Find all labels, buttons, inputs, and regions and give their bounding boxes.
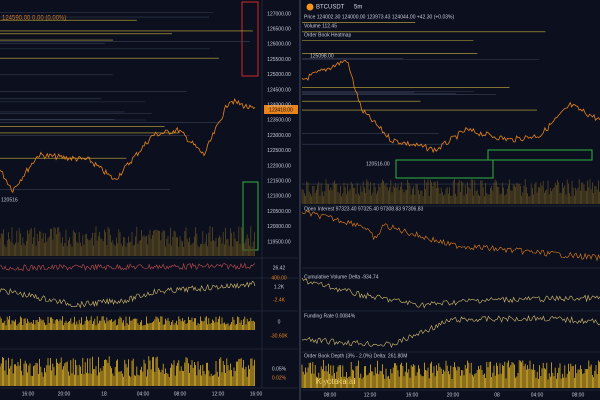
price-line — [0, 98, 256, 194]
time-axis-label: 18 — [101, 391, 107, 397]
indicator-label: 0.05% — [272, 366, 287, 372]
time-axis-label: 04:00 — [531, 392, 544, 398]
price-axis-label: 124000.00 — [267, 103, 291, 109]
price-axis-label: 123500.00 — [267, 118, 291, 124]
price-axis-label: 120500.00 — [267, 209, 291, 215]
funding-title: Funding Rate 0.0084% — [304, 313, 356, 319]
heatmap-title: Order Book Heatmap — [304, 32, 351, 38]
left-marker: 120516 — [1, 197, 18, 203]
coin-icon — [306, 3, 314, 11]
left-header: 124590.00 0.00 (0.00%) — [2, 16, 66, 22]
high-label: 125098.00 — [310, 53, 334, 59]
indicator-label: 0 — [278, 319, 281, 325]
time-axis-label: 16:00 — [406, 392, 419, 398]
price-axis-label: 126000.00 — [267, 42, 291, 48]
time-axis-label: 08 — [494, 392, 500, 398]
price-axis-label: 125500.00 — [267, 57, 291, 63]
indicator-label: 400.00 — [271, 275, 287, 281]
funding-line — [301, 315, 600, 349]
price-axis-label: 126500.00 — [267, 27, 291, 33]
indicator-bars — [0, 316, 255, 330]
indicator-label: -30.60K — [270, 333, 288, 339]
price-axis-label: 119500.00 — [267, 239, 290, 245]
depth-bars — [0, 356, 255, 386]
price-tag: 123418.00 — [269, 107, 293, 113]
price-axis-label: 120000.00 — [267, 224, 291, 230]
time-axis-label: 16:00 — [250, 391, 263, 397]
indicator-label: 0.02% — [272, 375, 287, 381]
price-axis-label: 121000.00 — [267, 194, 291, 200]
symbol: BTCUSDT — [316, 5, 345, 11]
depth-title: Order Book Depth (3% - 2.0%) Delta: 261.… — [304, 353, 407, 359]
price-axis-label: 122500.00 — [267, 148, 291, 154]
price-axis-label: 125000.00 — [267, 72, 291, 78]
price-line: Price 124002.30 124000.00 123973.43 1240… — [304, 14, 454, 20]
volume-bars — [0, 226, 255, 256]
indicator-label: 1.2K — [274, 284, 285, 290]
volume-bars — [301, 179, 600, 204]
time-axis-label: 12:00 — [212, 391, 225, 397]
cvd-line — [301, 277, 600, 309]
pane-separators — [0, 0, 600, 391]
oi-line — [301, 209, 600, 262]
red-zone-box — [241, 1, 259, 77]
price-axis-label: 127000.00 — [267, 11, 291, 17]
price-line — [301, 59, 600, 154]
time-axis-label: 08:00 — [572, 392, 585, 398]
time-axis-label: 04:00 — [137, 391, 150, 397]
indicator-label: -2.4K — [273, 297, 286, 303]
volume-line: Volume 112.45 — [304, 23, 337, 29]
time-axis-label: 20:00 — [58, 391, 71, 397]
depth-bars — [301, 360, 600, 388]
indicator-line — [0, 262, 256, 272]
cvd-title: Cumulative Volume Delta -934.74 — [304, 274, 379, 280]
time-axis-label: 08:00 — [324, 392, 337, 398]
time-axis-label: 16:00 — [22, 391, 35, 397]
price-axis-label: 121500.00 — [267, 179, 291, 185]
price-axis-label: 124500.00 — [267, 87, 291, 93]
time-axis-label: 20:00 — [447, 392, 460, 398]
time-axis-label: 08:00 — [174, 391, 187, 397]
indicator-line — [0, 280, 256, 309]
green-zone-box — [395, 159, 494, 179]
price-axis-label: 123000.00 — [267, 133, 291, 139]
indicator-label: 26.42 — [273, 265, 286, 271]
price-tag-box — [264, 105, 298, 114]
low-label: 120516.00 — [366, 161, 390, 167]
green-zone-box — [487, 149, 593, 161]
price-axis-label: 122000.00 — [267, 163, 291, 169]
time-axis-label: 12:00 — [364, 392, 377, 398]
right-header: BTCUSDT 5m Price 124002.30 124000.00 123… — [304, 3, 454, 38]
oi-title: Open Interest 97323.40 97325.40 97308.83… — [304, 206, 423, 212]
interval: 5m — [354, 5, 362, 11]
